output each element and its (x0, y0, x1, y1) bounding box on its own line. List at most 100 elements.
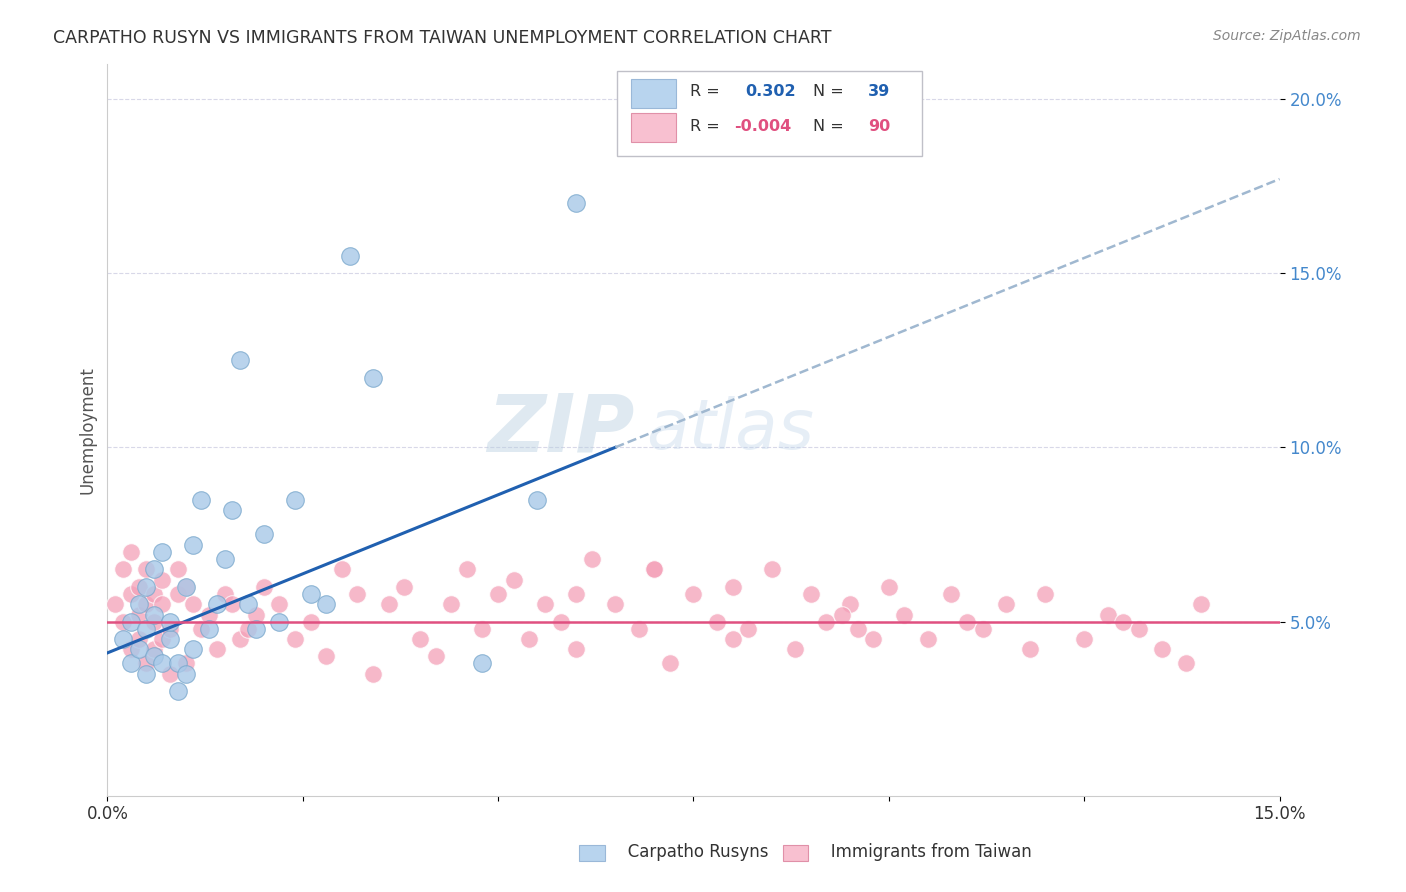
Point (120, 545, 142, 559)
Point (956, 615, 979, 629)
Point (440, 597, 463, 611)
Point (761, 562, 783, 576)
Point (721, 580, 744, 594)
Point (409, 632, 432, 646)
Point (174, 666, 197, 681)
Point (229, 632, 252, 646)
Point (205, 642, 228, 657)
Point (143, 607, 166, 622)
Point (1033, 587, 1056, 601)
Point (995, 597, 1018, 611)
Point (534, 597, 557, 611)
Point (190, 492, 212, 507)
Point (120, 587, 142, 601)
Point (111, 615, 134, 629)
Point (174, 657, 197, 671)
Point (1112, 615, 1135, 629)
Point (721, 632, 744, 646)
Point (135, 580, 157, 594)
Point (150, 632, 173, 646)
Point (128, 607, 150, 622)
Point (150, 597, 173, 611)
Point (917, 632, 939, 646)
Point (143, 649, 166, 664)
Point (221, 503, 243, 517)
Point (565, 196, 588, 211)
Point (1152, 642, 1174, 657)
Point (245, 622, 267, 636)
Point (877, 580, 900, 594)
Point (659, 657, 682, 671)
Point (205, 597, 228, 611)
Point (565, 642, 588, 657)
Point (627, 622, 650, 636)
Point (143, 587, 166, 601)
Point (253, 527, 276, 541)
Point (166, 684, 188, 698)
Point (643, 562, 665, 576)
Point (486, 587, 509, 601)
Point (214, 551, 236, 566)
Text: CARPATHO RUSYN VS IMMIGRANTS FROM TAIWAN UNEMPLOYMENT CORRELATION CHART: CARPATHO RUSYN VS IMMIGRANTS FROM TAIWAN… (53, 29, 832, 46)
Point (143, 615, 166, 629)
Point (128, 632, 150, 646)
Point (128, 597, 150, 611)
Point (183, 642, 205, 657)
Point (128, 642, 150, 657)
Point (174, 580, 197, 594)
Point (111, 562, 134, 576)
Point (838, 597, 860, 611)
Point (198, 607, 221, 622)
Point (377, 597, 399, 611)
Point (269, 615, 291, 629)
Point (229, 353, 252, 368)
Point (120, 657, 142, 671)
Point (815, 615, 838, 629)
Point (150, 573, 173, 587)
Point (299, 587, 322, 601)
Point (284, 632, 307, 646)
Text: Carpatho Rusyns: Carpatho Rusyns (591, 843, 768, 861)
Point (1097, 607, 1119, 622)
Point (284, 492, 307, 507)
Point (846, 622, 869, 636)
Point (159, 632, 181, 646)
Point (236, 622, 259, 636)
Point (221, 597, 243, 611)
Point (800, 587, 823, 601)
Point (471, 622, 494, 636)
Text: Source: ZipAtlas.com: Source: ZipAtlas.com (1213, 29, 1361, 43)
Point (183, 538, 205, 552)
Point (339, 249, 361, 263)
Point (236, 597, 259, 611)
Point (198, 622, 221, 636)
Point (862, 632, 884, 646)
Point (111, 632, 134, 646)
Point (643, 562, 665, 576)
Point (456, 562, 478, 576)
Point (526, 492, 548, 507)
Point (550, 615, 572, 629)
Point (737, 622, 759, 636)
Point (159, 666, 181, 681)
Point (831, 607, 853, 622)
Point (104, 597, 127, 611)
Point (159, 622, 181, 636)
Point (135, 597, 157, 611)
Point (174, 580, 197, 594)
Point (135, 622, 157, 636)
Text: 0.302: 0.302 (745, 85, 796, 99)
Text: 39: 39 (868, 85, 890, 99)
Point (150, 545, 173, 559)
Point (394, 580, 416, 594)
Point (135, 562, 157, 576)
Point (1174, 657, 1197, 671)
Point (143, 562, 166, 576)
Text: atlas: atlas (647, 396, 814, 464)
Point (166, 657, 188, 671)
Point (682, 587, 704, 601)
Point (128, 580, 150, 594)
Point (471, 657, 494, 671)
Point (361, 370, 384, 384)
Point (893, 607, 915, 622)
